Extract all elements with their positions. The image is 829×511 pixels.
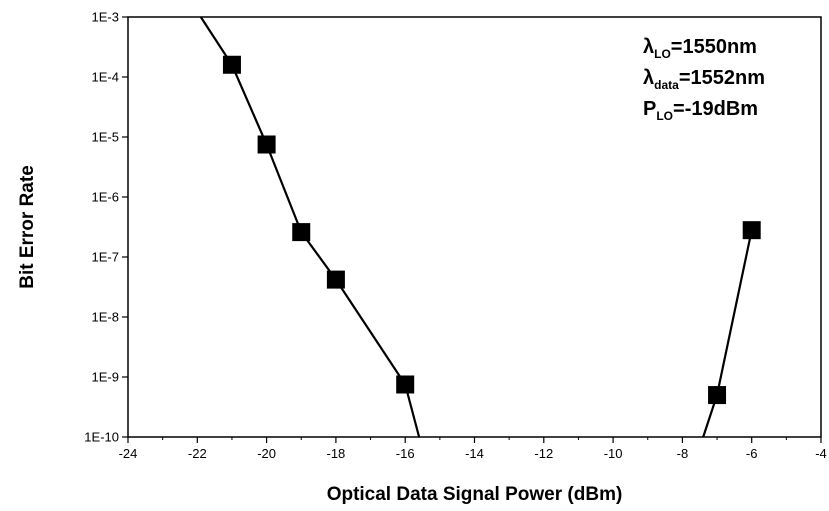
- series-1-point: [396, 375, 415, 394]
- x-tick-label: -20: [257, 446, 276, 461]
- x-tick-label: -10: [604, 446, 623, 461]
- series-1-point: [257, 135, 276, 154]
- y-tick-label: 1E-6: [92, 190, 119, 205]
- x-tick-label: -6: [746, 446, 758, 461]
- annotation-line: PLO=-19dBm: [643, 98, 758, 123]
- x-tick-label: -4: [815, 446, 827, 461]
- annotation-line: λLO=1550nm: [643, 36, 757, 61]
- y-tick-label: 1E-4: [92, 70, 119, 85]
- series-2-line: [702, 229, 753, 438]
- y-tick-label: 1E-10: [84, 430, 119, 445]
- series-2-point: [708, 386, 727, 405]
- x-tick-label: -12: [534, 446, 553, 461]
- x-tick-label: -24: [119, 446, 138, 461]
- x-tick-label: -14: [465, 446, 484, 461]
- legend-annotations: λLO=1550nm λdata=1552nm PLO=-19dBm: [643, 36, 765, 123]
- y-tick-label: 1E-7: [92, 250, 119, 265]
- annotation-line: λdata=1552nm: [643, 67, 765, 92]
- y-axis-ticks: 1E-3 1E-4 1E-5 1E-6 1E-7 1E-8 1E-9 1E-10: [84, 10, 128, 445]
- series-2-point: [742, 221, 761, 240]
- x-tick-label: -16: [396, 446, 415, 461]
- x-tick-label: -8: [677, 446, 689, 461]
- x-tick-label: -22: [188, 446, 207, 461]
- x-axis-title: Optical Data Signal Power (dBm): [327, 484, 623, 505]
- series-1-point: [326, 270, 345, 289]
- series-points: [222, 55, 761, 405]
- x-axis-ticks: -24 -22 -20 -18 -16 -14 -12 -10 -8 -6 -4: [119, 437, 827, 461]
- x-tick-label: -18: [327, 446, 346, 461]
- y-axis-title: Bit Error Rate: [17, 165, 38, 289]
- y-tick-label: 1E-9: [92, 370, 119, 385]
- y-tick-label: 1E-3: [92, 10, 119, 25]
- y-tick-label: 1E-5: [92, 130, 119, 145]
- series-1-point: [222, 55, 241, 74]
- y-tick-label: 1E-8: [92, 310, 119, 325]
- series-1-point: [292, 223, 311, 242]
